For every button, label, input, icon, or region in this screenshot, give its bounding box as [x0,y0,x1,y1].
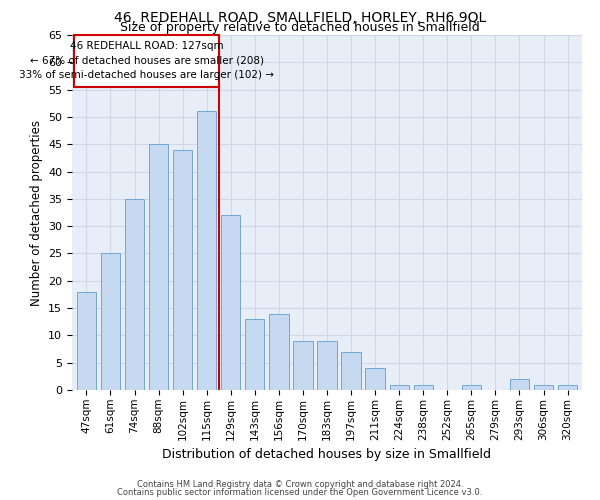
Bar [173,150,192,390]
Bar [510,379,529,390]
Text: 46, REDEHALL ROAD, SMALLFIELD, HORLEY, RH6 9QL: 46, REDEHALL ROAD, SMALLFIELD, HORLEY, R… [114,11,486,25]
FancyBboxPatch shape [74,35,219,87]
Bar [293,341,313,390]
Bar [197,112,217,390]
Bar [558,384,577,390]
Bar [125,199,144,390]
Bar [462,384,481,390]
Bar [365,368,385,390]
Bar [413,384,433,390]
Text: Contains HM Land Registry data © Crown copyright and database right 2024.: Contains HM Land Registry data © Crown c… [137,480,463,489]
Y-axis label: Number of detached properties: Number of detached properties [29,120,43,306]
Bar [534,384,553,390]
Bar [389,384,409,390]
Text: Size of property relative to detached houses in Smallfield: Size of property relative to detached ho… [120,22,480,35]
Text: Contains public sector information licensed under the Open Government Licence v3: Contains public sector information licen… [118,488,482,497]
Bar [317,341,337,390]
Text: 33% of semi-detached houses are larger (102) →: 33% of semi-detached houses are larger (… [19,70,274,81]
Bar [101,254,120,390]
Bar [77,292,96,390]
Bar [221,215,241,390]
Bar [269,314,289,390]
Text: 46 REDEHALL ROAD: 127sqm: 46 REDEHALL ROAD: 127sqm [70,42,223,51]
Bar [341,352,361,390]
Bar [245,319,265,390]
Bar [149,144,168,390]
Text: ← 67% of detached houses are smaller (208): ← 67% of detached houses are smaller (20… [29,56,263,66]
X-axis label: Distribution of detached houses by size in Smallfield: Distribution of detached houses by size … [163,448,491,461]
